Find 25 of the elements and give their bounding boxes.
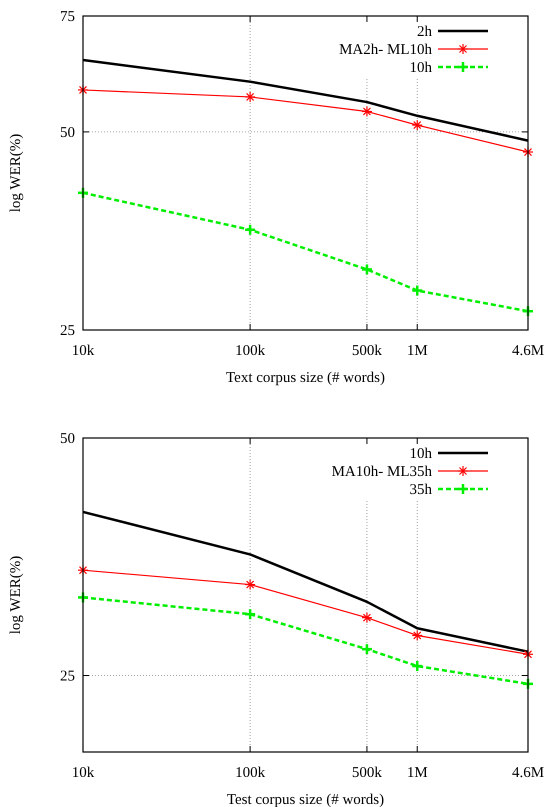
legend-label: 10h — [410, 446, 432, 462]
legend-label: 10h — [410, 60, 432, 76]
x-axis-title: Test corpus size (# words) — [226, 792, 384, 807]
y-axis-title: log WER(%) — [8, 134, 24, 212]
x-tick-label: 10k — [72, 343, 95, 359]
x-tick-label: 100k — [235, 765, 266, 781]
legend-label: 35h — [410, 482, 432, 498]
x-tick-label: 500k — [352, 765, 382, 781]
y-tick-label: 50 — [60, 124, 75, 141]
x-tick-label: 1M — [406, 343, 428, 359]
x-tick-label: 10k — [72, 765, 95, 781]
y-tick-label: 25 — [60, 668, 75, 685]
y-axis-title: log WER(%) — [8, 556, 24, 634]
legend-label: MA2h- ML10h — [339, 42, 432, 58]
x-tick-label: 1M — [406, 765, 428, 781]
x-tick-label: 500k — [352, 343, 382, 359]
y-tick-label: 25 — [60, 323, 75, 339]
y-tick-label: 50 — [60, 431, 75, 447]
x-tick-label: 4.6M — [512, 343, 544, 359]
y-tick-label: 75 — [60, 9, 75, 25]
x-axis-title: Text corpus size (# words) — [226, 370, 385, 386]
legend-label: MA10h- ML35h — [332, 464, 432, 480]
x-tick-label: 100k — [235, 343, 266, 359]
legend-label: 2h — [417, 24, 432, 40]
x-tick-label: 4.6M — [512, 765, 544, 781]
